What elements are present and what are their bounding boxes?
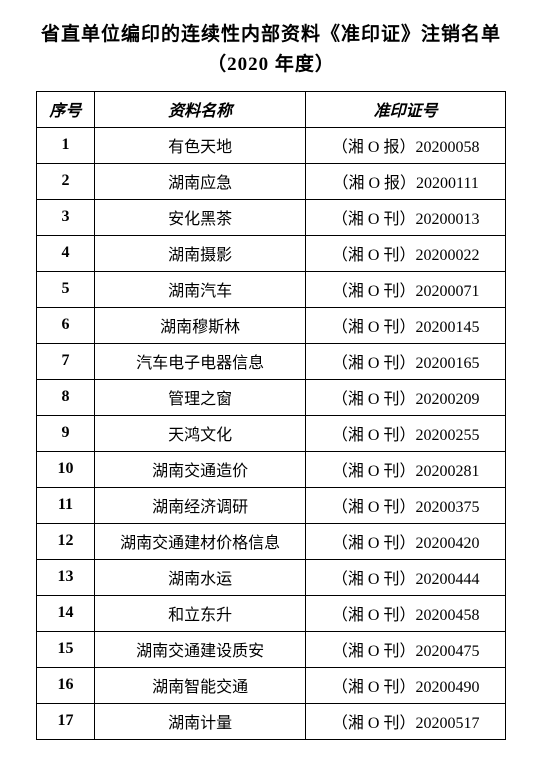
cell-seq: 12 <box>37 523 95 559</box>
table-row: 4湖南摄影（湘 O 刊）20200022 <box>37 235 506 271</box>
table-row: 17湖南计量（湘 O 刊）20200517 <box>37 703 506 739</box>
table-row: 9天鸿文化（湘 O 刊）20200255 <box>37 415 506 451</box>
cell-cert: （湘 O 刊）20200071 <box>306 271 506 307</box>
cell-seq: 6 <box>37 307 95 343</box>
cell-cert: （湘 O 刊）20200145 <box>306 307 506 343</box>
cell-cert: （湘 O 刊）20200165 <box>306 343 506 379</box>
cell-seq: 8 <box>37 379 95 415</box>
cell-name: 有色天地 <box>94 127 305 163</box>
cell-name: 湖南摄影 <box>94 235 305 271</box>
cell-seq: 5 <box>37 271 95 307</box>
cell-name: 湖南水运 <box>94 559 305 595</box>
cell-name: 湖南交通建设质安 <box>94 631 305 667</box>
cell-cert: （湘 O 刊）20200444 <box>306 559 506 595</box>
cell-name: 安化黑茶 <box>94 199 305 235</box>
table-row: 16湖南智能交通（湘 O 刊）20200490 <box>37 667 506 703</box>
cell-name: 湖南智能交通 <box>94 667 305 703</box>
cell-cert: （湘 O 报）20200111 <box>306 163 506 199</box>
cell-cert: （湘 O 刊）20200490 <box>306 667 506 703</box>
table-row: 2湖南应急（湘 O 报）20200111 <box>37 163 506 199</box>
table-row: 11湖南经济调研（湘 O 刊）20200375 <box>37 487 506 523</box>
cell-name: 天鸿文化 <box>94 415 305 451</box>
table-row: 10湖南交通造价（湘 O 刊）20200281 <box>37 451 506 487</box>
cell-seq: 14 <box>37 595 95 631</box>
cell-cert: （湘 O 报）20200058 <box>306 127 506 163</box>
cell-seq: 10 <box>37 451 95 487</box>
cell-seq: 11 <box>37 487 95 523</box>
cell-seq: 2 <box>37 163 95 199</box>
title-line-1: 省直单位编印的连续性内部资料《准印证》注销名单 <box>41 24 501 45</box>
table-row: 6湖南穆斯林（湘 O 刊）20200145 <box>37 307 506 343</box>
cell-name: 汽车电子电器信息 <box>94 343 305 379</box>
table-row: 5湖南汽车（湘 O 刊）20200071 <box>37 271 506 307</box>
cell-name: 和立东升 <box>94 595 305 631</box>
cell-cert: （湘 O 刊）20200022 <box>306 235 506 271</box>
cell-cert: （湘 O 刊）20200375 <box>306 487 506 523</box>
cell-name: 湖南穆斯林 <box>94 307 305 343</box>
cell-seq: 17 <box>37 703 95 739</box>
table-row: 8管理之窗（湘 O 刊）20200209 <box>37 379 506 415</box>
cell-name: 湖南计量 <box>94 703 305 739</box>
cell-name: 湖南汽车 <box>94 271 305 307</box>
page-title: 省直单位编印的连续性内部资料《准印证》注销名单 （2020 年度） <box>36 20 506 81</box>
col-header-name: 资料名称 <box>94 91 305 127</box>
table-row: 7汽车电子电器信息（湘 O 刊）20200165 <box>37 343 506 379</box>
cell-seq: 1 <box>37 127 95 163</box>
cell-name: 湖南应急 <box>94 163 305 199</box>
title-line-2: （2020 年度） <box>207 54 335 75</box>
table-row: 15湖南交通建设质安（湘 O 刊）20200475 <box>37 631 506 667</box>
cell-cert: （湘 O 刊）20200475 <box>306 631 506 667</box>
cell-name: 湖南交通建材价格信息 <box>94 523 305 559</box>
cell-cert: （湘 O 刊）20200209 <box>306 379 506 415</box>
cell-seq: 9 <box>37 415 95 451</box>
cell-cert: （湘 O 刊）20200013 <box>306 199 506 235</box>
cell-cert: （湘 O 刊）20200255 <box>306 415 506 451</box>
cell-name: 湖南经济调研 <box>94 487 305 523</box>
cell-name: 湖南交通造价 <box>94 451 305 487</box>
table-row: 1有色天地（湘 O 报）20200058 <box>37 127 506 163</box>
cell-cert: （湘 O 刊）20200517 <box>306 703 506 739</box>
table-header-row: 序号 资料名称 准印证号 <box>37 91 506 127</box>
cell-seq: 3 <box>37 199 95 235</box>
col-header-cert: 准印证号 <box>306 91 506 127</box>
cancellation-table: 序号 资料名称 准印证号 1有色天地（湘 O 报）202000582湖南应急（湘… <box>36 91 506 740</box>
cell-cert: （湘 O 刊）20200420 <box>306 523 506 559</box>
cell-cert: （湘 O 刊）20200458 <box>306 595 506 631</box>
cell-name: 管理之窗 <box>94 379 305 415</box>
col-header-seq: 序号 <box>37 91 95 127</box>
cell-seq: 13 <box>37 559 95 595</box>
cell-seq: 15 <box>37 631 95 667</box>
table-row: 14和立东升（湘 O 刊）20200458 <box>37 595 506 631</box>
table-row: 12湖南交通建材价格信息（湘 O 刊）20200420 <box>37 523 506 559</box>
table-row: 3安化黑茶（湘 O 刊）20200013 <box>37 199 506 235</box>
table-body: 1有色天地（湘 O 报）202000582湖南应急（湘 O 报）20200111… <box>37 127 506 739</box>
table-row: 13湖南水运（湘 O 刊）20200444 <box>37 559 506 595</box>
cell-seq: 7 <box>37 343 95 379</box>
cell-seq: 16 <box>37 667 95 703</box>
cell-cert: （湘 O 刊）20200281 <box>306 451 506 487</box>
cell-seq: 4 <box>37 235 95 271</box>
